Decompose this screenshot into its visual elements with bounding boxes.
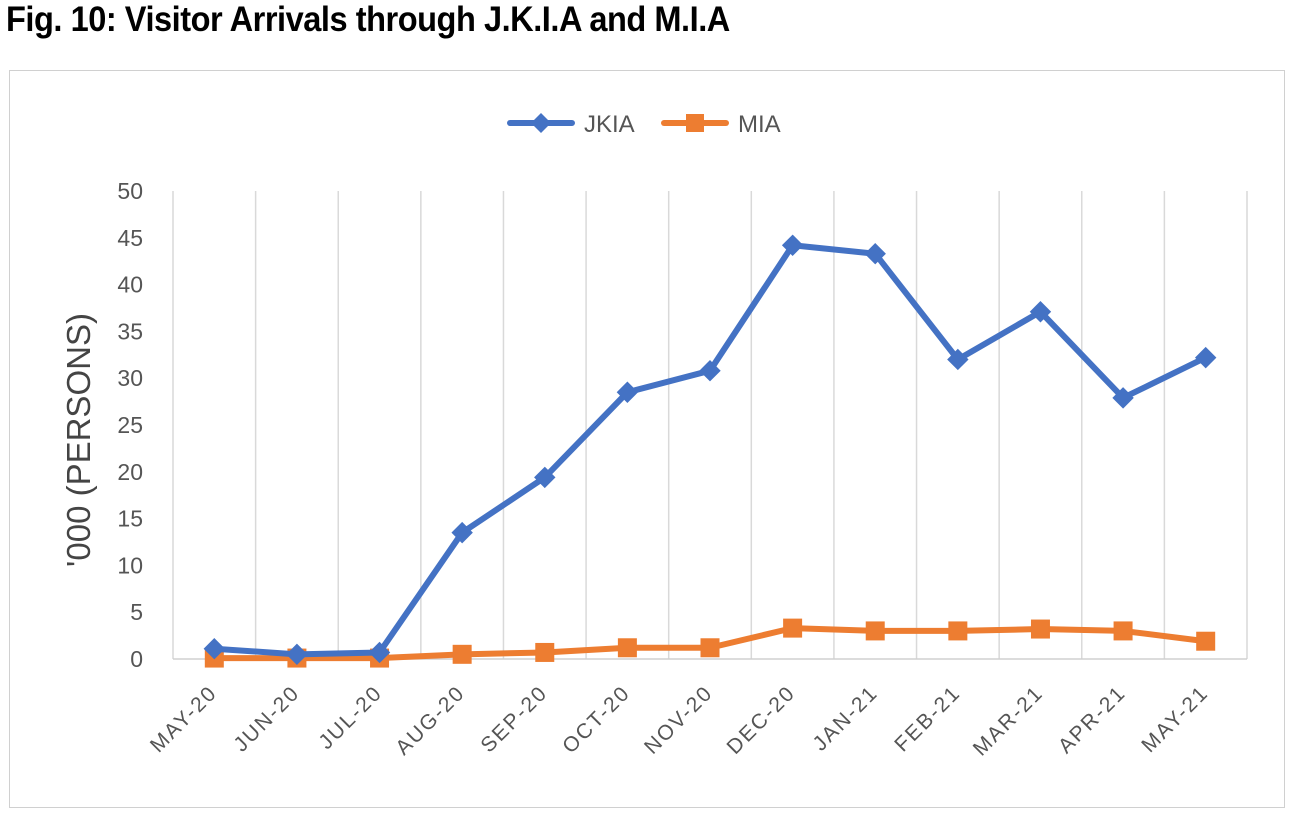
data-point-jkia[interactable] [1112,387,1134,409]
x-tick-label: JUL-20 [314,681,387,754]
data-point-jkia[interactable] [534,466,556,489]
data-point-jkia[interactable] [947,348,969,371]
y-tick-label: 50 [117,178,143,204]
y-tick-label: 25 [117,412,143,438]
legend-label: MIA [738,111,781,138]
data-point-jkia[interactable] [699,360,721,382]
data-point-jkia[interactable] [864,243,886,265]
x-tick-label: NOV-20 [640,681,718,759]
legend-item-mia[interactable]: MIA [661,111,781,138]
y-tick-label: 10 [117,552,143,578]
series-line-jkia [211,242,1209,658]
x-tick-label: SEP-20 [476,681,552,757]
x-tick-label: FEB-21 [890,681,965,756]
legend-item-jkia[interactable]: JKIA [507,111,635,138]
data-point-jkia[interactable] [203,637,226,660]
x-axis-ticks: MAY-20 JUN-20 JUL-20 AUG-20 SEP-20 OCT-20 NOV-… [146,681,1213,760]
chart-area [9,70,1285,808]
data-point-jkia[interactable] [1194,346,1217,369]
data-point-jkia[interactable] [781,234,804,256]
figure-title: Fig. 10: Visitor Arrivals through J.K.I.… [6,0,730,39]
y-tick-label: 30 [117,365,143,391]
data-point-mia[interactable] [1030,619,1050,639]
data-point-jkia[interactable] [1029,301,1052,323]
series-mia [204,618,1216,668]
series-jkia [203,234,1217,666]
series-layer [203,234,1217,668]
y-axis-ticks: 0 5 10 15 20 25 30 35 40 45 50 [117,178,143,672]
y-tick-label: 0 [130,646,143,672]
x-tick-label: MAY-20 [146,681,222,757]
data-point-jkia[interactable] [286,643,308,666]
legend: JKIA MIA [507,111,781,138]
x-tick-label: JUN-20 [229,681,304,756]
x-tick-label: MAR-21 [969,681,1048,760]
y-axis-title: '000 (PERSONS) [60,313,97,567]
legend-marker-diamond [531,113,551,133]
y-tick-label: 35 [117,318,143,344]
legend-label: JKIA [584,111,635,138]
data-point-jkia[interactable] [368,641,391,664]
y-tick-label: 40 [117,272,143,298]
gridlines [172,191,1248,659]
data-point-jkia[interactable] [616,381,639,403]
data-point-jkia[interactable] [451,521,473,544]
x-tick-label: DEC-20 [723,681,801,759]
x-tick-label: APR-21 [1054,681,1131,758]
data-point-mia[interactable] [783,618,803,638]
data-point-mia[interactable] [535,642,555,662]
y-tick-label: 45 [117,225,143,251]
data-point-mia[interactable] [700,638,720,658]
x-tick-label: JAN-21 [808,681,882,755]
x-tick-label: MAY-21 [1137,681,1213,757]
y-tick-label: 15 [117,506,143,532]
data-point-mia[interactable] [452,644,472,664]
x-tick-label: AUG-20 [391,681,469,759]
y-tick-label: 5 [130,599,143,625]
legend-marker-square [686,114,704,132]
y-tick-label: 20 [117,459,143,485]
data-point-mia[interactable] [948,621,968,641]
data-point-mia[interactable] [1113,621,1133,641]
x-tick-label: OCT-20 [558,681,635,758]
data-point-mia[interactable] [1196,631,1216,651]
data-point-mia[interactable] [865,621,885,641]
data-point-mia[interactable] [617,638,637,658]
